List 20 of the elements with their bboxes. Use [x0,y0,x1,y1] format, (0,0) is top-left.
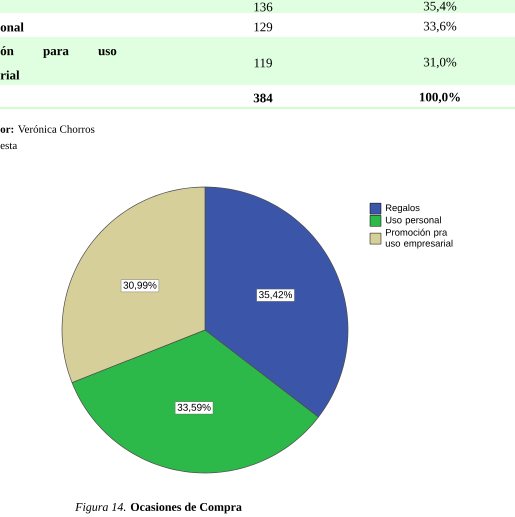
text: 136 [254,2,272,12]
text: 129 [254,22,272,32]
data-label: 33,59% [178,404,211,412]
text: ón para uso [0,46,116,58]
legend-label: Uso personal [386,216,441,226]
text: 35,4% [424,2,456,12]
text: Figura 14. Ocasiones de Compra [75,502,242,514]
data-label: 35,42% [259,291,292,300]
text: 100,0% [420,92,460,104]
text: 33,6% [424,22,456,32]
text: 384 [254,94,272,102]
text: esta [0,142,18,150]
data-label: 30,99% [123,282,157,290]
text: 31,0% [424,58,456,68]
text: rial [0,70,20,80]
text: onal [0,22,24,32]
text: or: Verónica Chorros [0,125,94,133]
legend-label: Regalos [386,204,420,214]
legend-label: Promoción pra uso empresarial [386,228,452,249]
text: 119 [254,58,272,68]
